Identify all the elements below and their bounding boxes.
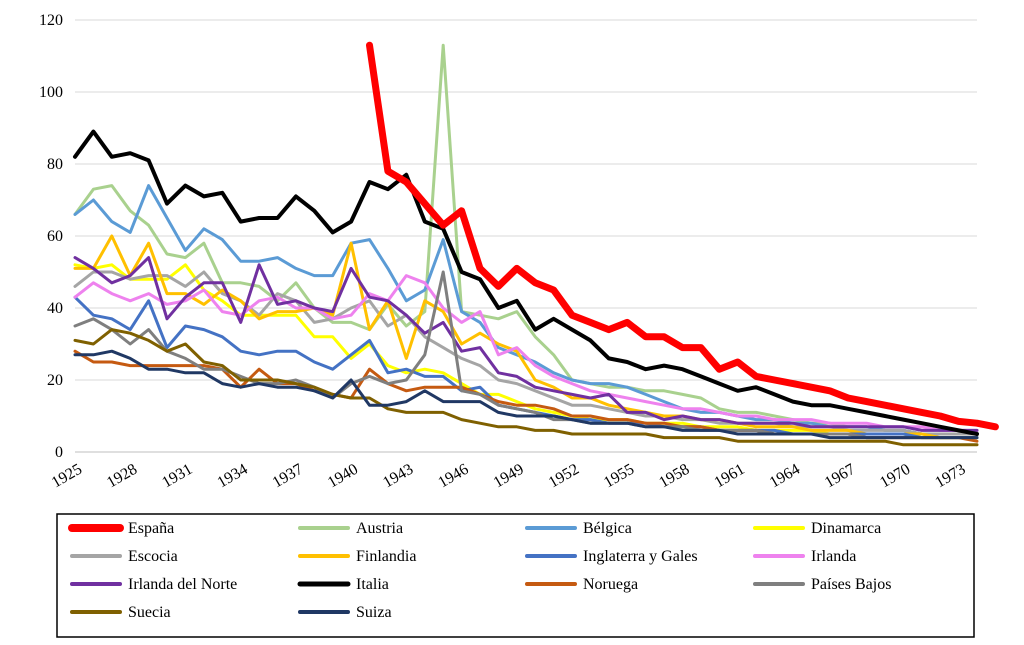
legend-label: Italia (356, 576, 389, 593)
legend-label: Escocia (128, 548, 178, 565)
y-tick-label: 120 (39, 12, 63, 29)
legend-label: Inglaterra y Gales (583, 548, 698, 565)
legend-label: Suiza (356, 604, 392, 621)
x-tick-label: 1949 (491, 461, 527, 492)
legend-frame (56, 513, 975, 638)
gridlines (75, 19, 977, 453)
x-tick-label: 1970 (877, 461, 913, 492)
legend-label: Países Bajos (811, 576, 891, 593)
x-tick-label: 1973 (932, 461, 968, 492)
x-tick-label: 1925 (49, 461, 85, 492)
legend-label: Austria (356, 520, 403, 537)
x-axis-ticks: 1925 1928 1931 1934 1937 1940 1943 1946 1949 1952… (49, 461, 969, 492)
x-tick-label: 1958 (656, 461, 692, 492)
y-tick-label: 0 (55, 444, 63, 461)
x-tick-label: 1934 (214, 461, 250, 492)
series-line-irlanda-del-norte (73, 256, 979, 432)
x-tick-label: 1940 (325, 461, 361, 492)
y-tick-label: 80 (47, 156, 63, 173)
series-line-países-bajos (73, 270, 979, 440)
legend: España Austria Bélgica Dinamarca Escocia Finl… (56, 513, 975, 638)
y-tick-label: 60 (47, 228, 63, 245)
x-tick-label: 1943 (380, 461, 416, 492)
y-tick-label: 40 (47, 300, 63, 317)
series-line-suiza (73, 349, 979, 440)
series-line-irlanda (73, 274, 979, 432)
legend-label: Dinamarca (811, 520, 881, 537)
x-tick-label: 1928 (104, 461, 140, 492)
x-tick-label: 1937 (270, 461, 306, 492)
legend-label: Irlanda del Norte (128, 576, 237, 593)
x-tick-label: 1955 (601, 461, 637, 492)
x-tick-label: 1961 (711, 461, 747, 492)
series-line-suecia (73, 328, 979, 447)
series-line-italia (73, 129, 979, 436)
legend-label: Finlandia (356, 548, 416, 565)
legend-label: España (128, 520, 174, 537)
legend-label: Bélgica (583, 520, 632, 537)
x-tick-label: 1967 (822, 461, 858, 492)
series-line-españa (366, 41, 999, 431)
y-tick-label: 20 (47, 372, 63, 389)
legend-label: Suecia (128, 604, 171, 621)
x-tick-label: 1964 (767, 461, 803, 492)
legend-label: Irlanda (811, 548, 856, 565)
y-axis-ticks: 0 20 40 60 80 100 120 (39, 12, 63, 461)
x-tick-label: 1946 (435, 461, 471, 492)
y-tick-label: 100 (39, 84, 63, 101)
legend-label: Noruega (583, 576, 638, 593)
x-tick-label: 1952 (546, 461, 582, 492)
x-tick-label: 1931 (159, 461, 195, 492)
series-lines (73, 41, 999, 447)
